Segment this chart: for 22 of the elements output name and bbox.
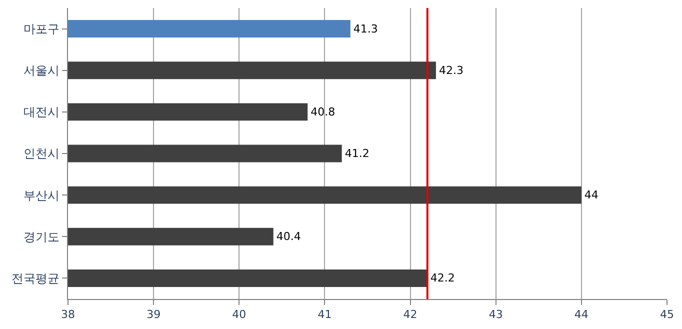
y-tick-label: 전국평균	[12, 271, 60, 286]
y-tick-label: 서울시	[24, 64, 60, 78]
x-tick-label: 45	[660, 308, 674, 322]
y-tick-label: 마포구	[24, 22, 60, 36]
data-label: 41.2	[344, 147, 370, 160]
data-label: 40.4	[276, 230, 301, 244]
data-label: 42.2	[430, 272, 455, 285]
x-tick-label: 41	[318, 308, 332, 322]
x-tick-label: 38	[61, 308, 75, 322]
x-tick-label: 44	[574, 308, 588, 322]
data-label: 40.8	[310, 105, 336, 118]
data-label: 44	[584, 188, 598, 202]
y-tick-label: 경기도	[24, 230, 60, 244]
y-tick-label: 인천시	[24, 146, 60, 161]
y-tick-label: 부산시	[24, 188, 60, 202]
data-label: 42.3	[438, 64, 464, 77]
x-tick-label: 42	[403, 308, 418, 322]
x-tick-label: 39	[146, 308, 161, 322]
data-label: 41.3	[353, 22, 378, 36]
x-tick-label: 43	[488, 308, 503, 322]
y-tick-label: 대전시	[24, 105, 60, 120]
x-tick-label: 40	[232, 308, 246, 322]
